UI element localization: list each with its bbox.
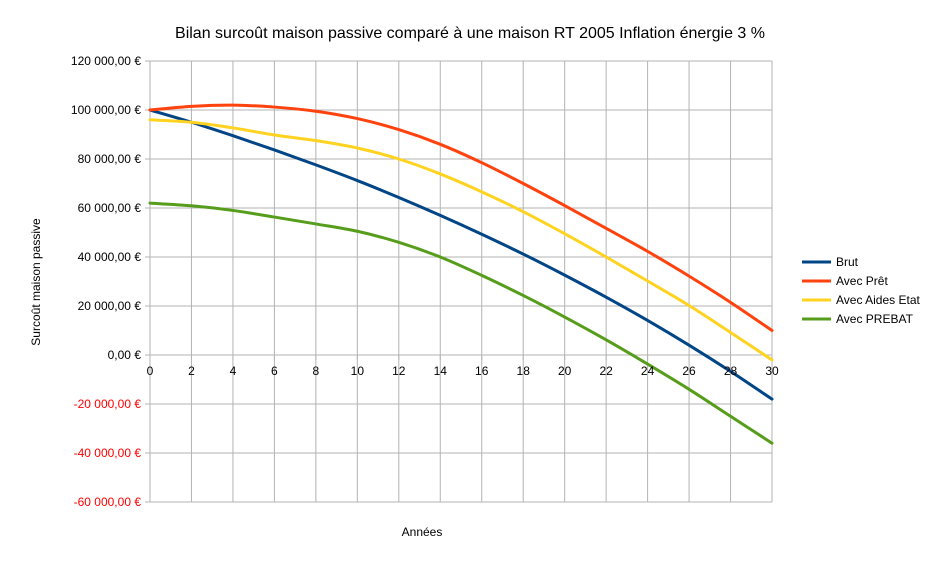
x-tick-labels: 0 2 4 6 8 10 12 14 16 18 20 22 24 26 28 30	[147, 364, 779, 378]
series-line-brut	[148, 108, 774, 401]
chart-title: Bilan surcoût maison passive comparé à u…	[175, 25, 765, 42]
legend-label: Avec Aides Etat	[836, 293, 920, 307]
x-tick-label: 12	[392, 364, 406, 378]
x-tick-label: 0	[147, 364, 154, 378]
y-tick-label: 20 000,00 €	[78, 299, 142, 313]
x-tick-label: 22	[599, 364, 613, 378]
x-tick-label: 24	[641, 364, 655, 378]
series-line-avec-prebat	[148, 201, 774, 445]
y-tick-label: 60 000,00 €	[78, 201, 142, 215]
x-tick-label: 14	[434, 364, 448, 378]
series-line-avec-pr-t	[148, 103, 774, 332]
y-tick-label: -60 000,00 €	[74, 495, 142, 509]
legend-label: Avec PREBAT	[836, 312, 914, 326]
legend: Brut Avec Prêt Avec Aides Etat Avec PREBAT	[802, 255, 920, 326]
y-tick-label: 80 000,00 €	[78, 152, 142, 166]
y-tick-labels: 120 000,00 € 100 000,00 € 80 000,00 € 60 00…	[71, 54, 141, 509]
y-tick-label: -40 000,00 €	[74, 446, 142, 460]
y-tick-label: 120 000,00 €	[71, 54, 141, 68]
x-tick-label: 30	[765, 364, 779, 378]
grid	[145, 60, 773, 503]
y-tick-label: 0,00 €	[108, 348, 142, 362]
x-tick-label: 8	[313, 364, 320, 378]
x-axis-title: Années	[402, 525, 443, 539]
x-tick-label: 6	[271, 364, 278, 378]
x-tick-label: 10	[351, 364, 365, 378]
y-tick-label: -20 000,00 €	[74, 397, 142, 411]
legend-label: Avec Prêt	[836, 274, 888, 288]
x-tick-label: 28	[724, 364, 738, 378]
x-tick-label: 4	[230, 364, 237, 378]
x-tick-label: 16	[475, 364, 489, 378]
x-tick-label: 20	[558, 364, 572, 378]
legend-label: Brut	[836, 255, 859, 269]
x-tick-label: 26	[682, 364, 696, 378]
y-tick-label: 40 000,00 €	[78, 250, 142, 264]
y-tick-label: 100 000,00 €	[71, 103, 141, 117]
series-line-avec-aides-etat	[148, 118, 774, 362]
series-lines	[148, 103, 774, 445]
y-axis-title: Surcoût maison passive	[29, 218, 43, 346]
x-tick-label: 18	[517, 364, 531, 378]
x-tick-label: 2	[188, 364, 195, 378]
